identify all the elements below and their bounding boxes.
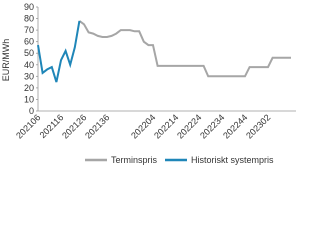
x-tick-label: 202234 [198, 112, 226, 140]
y-tick-label: 10 [24, 94, 34, 104]
y-tick-label: 90 [24, 2, 34, 12]
y-tick-label: 0 [29, 106, 34, 116]
x-tick-label: 202214 [152, 112, 180, 140]
y-tick-label: 30 [24, 71, 34, 81]
chart: EUR/MWh 01020304050607080902021062021162… [1, 2, 296, 165]
legend-label: Historiskt systempris [191, 155, 274, 165]
y-tick-label: 80 [24, 14, 34, 24]
x-tick-label: 202302 [244, 112, 272, 140]
x-tick-label: 202244 [221, 112, 249, 140]
y-tick-label: 20 [24, 83, 34, 93]
series-line [78, 20, 291, 78]
x-tick-label: 202224 [175, 112, 203, 140]
y-tick-label: 60 [24, 37, 34, 47]
x-tick-label: 202126 [60, 112, 88, 140]
x-tick-label: 202204 [129, 112, 157, 140]
y-tick-label: 70 [24, 25, 34, 35]
x-tick-label: 202136 [83, 112, 111, 140]
x-tick-label: 202106 [14, 112, 42, 140]
page: {"chart_data":{"type":"line","y_label":"… [1, 2, 296, 165]
y-tick-label: 50 [24, 48, 34, 58]
y-axis-label: EUR/MWh [1, 39, 11, 82]
y-tick-label: 40 [24, 60, 34, 70]
legend-label: Terminspris [111, 155, 158, 165]
series-line [37, 20, 81, 83]
